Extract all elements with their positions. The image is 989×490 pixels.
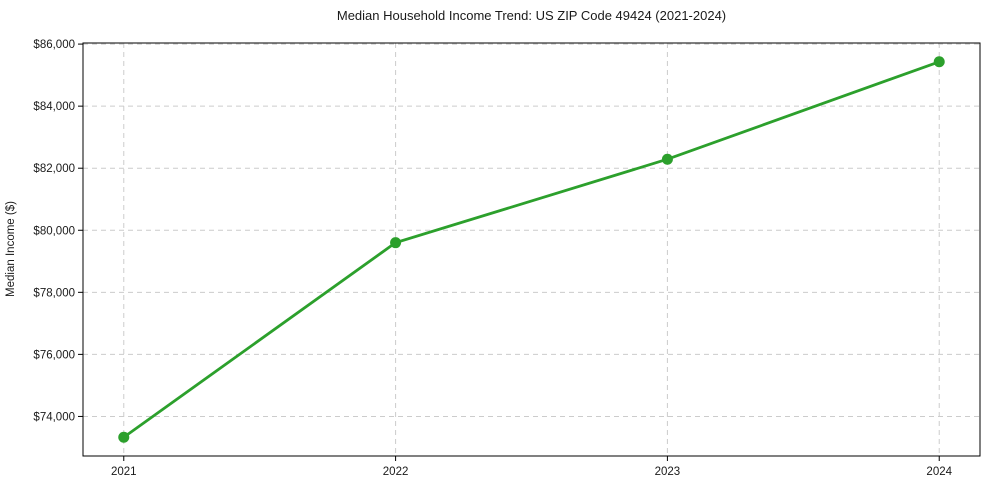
y-tick-label: $84,000	[33, 101, 75, 113]
trend-line	[122, 60, 941, 439]
y-tick-label: $86,000	[33, 39, 75, 51]
data-point-marker	[933, 56, 945, 68]
x-tick-label: 2021	[111, 466, 137, 478]
x-tick-label: 2022	[383, 466, 409, 478]
y-tick-label: $76,000	[33, 349, 75, 361]
y-tick-label: $80,000	[33, 225, 75, 237]
x-tick-label: 2023	[655, 466, 681, 478]
data-point-marker	[661, 153, 673, 165]
data-point-marker	[390, 237, 402, 249]
y-axis-label: Median Income ($)	[5, 201, 17, 297]
plot-border	[82, 42, 981, 457]
data-point-marker	[118, 431, 130, 443]
y-tick-label: $78,000	[33, 287, 75, 299]
y-tick-label: $82,000	[33, 163, 75, 175]
x-tick-label: 2024	[926, 466, 952, 478]
chart-title: Median Household Income Trend: US ZIP Co…	[336, 8, 727, 23]
y-tick-label: $74,000	[33, 411, 75, 423]
